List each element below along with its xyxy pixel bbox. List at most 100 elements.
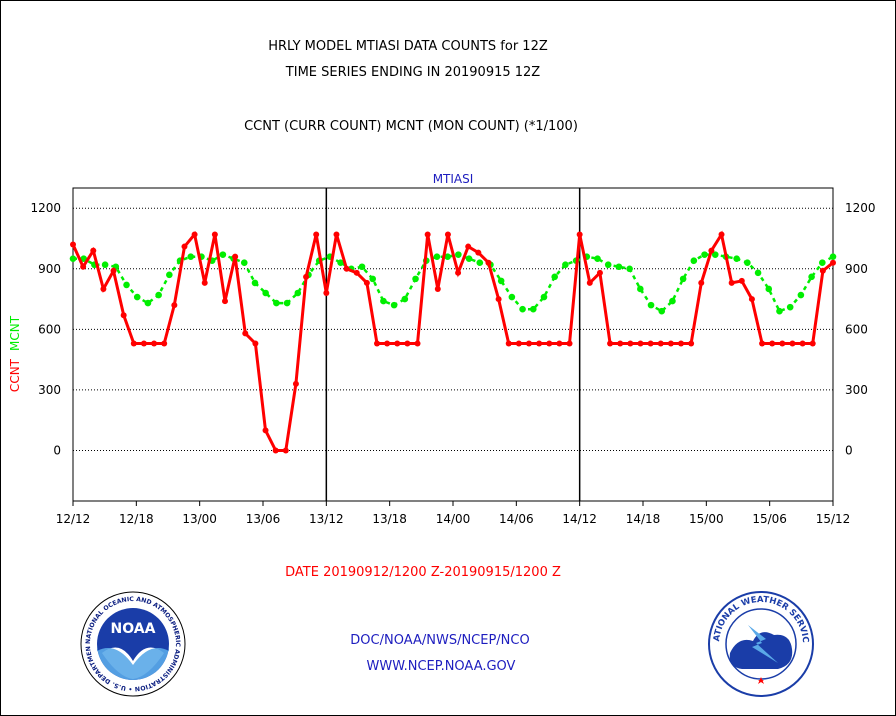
xtick-label: 12/12 bbox=[56, 512, 91, 526]
data-point-ccnt bbox=[323, 290, 330, 297]
data-point-ccnt bbox=[698, 279, 705, 286]
ytick-label-right: 1200 bbox=[845, 201, 876, 215]
data-point-ccnt bbox=[272, 447, 279, 454]
data-point-ccnt bbox=[728, 279, 735, 286]
data-point-ccnt bbox=[140, 340, 147, 347]
ytick-label-right: 600 bbox=[845, 322, 868, 336]
data-point-ccnt bbox=[536, 340, 543, 347]
data-point-ccnt bbox=[394, 340, 401, 347]
data-point-ccnt bbox=[333, 231, 340, 238]
data-point-ccnt bbox=[799, 340, 806, 347]
data-point-mcnt bbox=[401, 295, 409, 303]
data-point-mcnt bbox=[144, 299, 152, 307]
data-point-ccnt bbox=[363, 279, 370, 286]
date-range: DATE 20190912/1200 Z-20190915/1200 Z bbox=[285, 565, 561, 580]
data-point-ccnt bbox=[70, 241, 76, 248]
data-point-mcnt bbox=[444, 253, 451, 260]
xtick-label: 13/06 bbox=[246, 512, 281, 526]
data-point-mcnt bbox=[744, 259, 751, 267]
ylabel: CCNT MCNT bbox=[8, 315, 22, 392]
data-point-mcnt bbox=[369, 275, 377, 283]
data-point-mcnt bbox=[240, 259, 248, 267]
data-point-mcnt bbox=[690, 257, 698, 264]
data-point-mcnt bbox=[551, 273, 558, 281]
noaa-logo: NOAA NATIONAL OCEANIC AND ATMOSPHERIC AD… bbox=[80, 591, 186, 697]
data-point-mcnt bbox=[219, 251, 227, 258]
data-point-ccnt bbox=[789, 340, 796, 347]
data-point-mcnt bbox=[476, 259, 484, 267]
data-point-mcnt bbox=[733, 255, 740, 262]
data-point-mcnt bbox=[754, 269, 762, 277]
xtick-label: 15/06 bbox=[752, 512, 787, 526]
data-point-ccnt bbox=[414, 340, 421, 347]
data-point-ccnt bbox=[80, 263, 87, 270]
data-point-mcnt bbox=[166, 271, 173, 279]
ytick-label-left: 0 bbox=[53, 444, 61, 458]
data-point-ccnt bbox=[434, 285, 441, 292]
data-point-ccnt bbox=[779, 340, 786, 347]
ytick-label-left: 300 bbox=[38, 383, 61, 397]
data-point-mcnt bbox=[412, 275, 419, 283]
data-point-ccnt bbox=[303, 273, 310, 280]
data-point-mcnt bbox=[380, 297, 387, 305]
xtick-label: 14/00 bbox=[436, 512, 471, 526]
data-point-ccnt bbox=[282, 447, 289, 454]
ytick-label-left: 600 bbox=[38, 322, 61, 336]
nws-logo: NATIONAL WEATHER SERVICE bbox=[708, 591, 814, 697]
data-point-ccnt bbox=[515, 340, 522, 347]
url-link[interactable]: WWW.NCEP.NOAA.GOV bbox=[366, 659, 516, 674]
data-point-mcnt bbox=[540, 293, 548, 301]
data-point-ccnt bbox=[657, 340, 664, 347]
ytick-label-left: 900 bbox=[38, 262, 61, 276]
xtick-label: 15/12 bbox=[816, 512, 851, 526]
xtick-label: 13/12 bbox=[309, 512, 344, 526]
xtick-label: 14/06 bbox=[499, 512, 534, 526]
noaa-logo-text: NOAA bbox=[111, 621, 156, 637]
data-point-mcnt bbox=[647, 301, 655, 309]
data-point-ccnt bbox=[252, 340, 259, 347]
data-point-ccnt bbox=[100, 285, 107, 292]
org-link[interactable]: DOC/NOAA/NWS/NCEP/NCO bbox=[350, 633, 530, 648]
data-point-mcnt bbox=[519, 305, 526, 313]
data-point-mcnt bbox=[765, 285, 773, 293]
data-point-mcnt bbox=[776, 307, 783, 315]
data-point-ccnt bbox=[191, 231, 198, 238]
data-point-ccnt bbox=[637, 340, 644, 347]
data-point-mcnt bbox=[69, 255, 77, 262]
series-line-mcnt bbox=[73, 253, 834, 313]
data-point-ccnt bbox=[596, 269, 603, 276]
data-point-mcnt bbox=[615, 263, 623, 271]
data-point-mcnt bbox=[594, 255, 601, 262]
data-point-mcnt bbox=[701, 251, 708, 258]
data-point-mcnt bbox=[562, 261, 569, 269]
data-point-mcnt bbox=[294, 289, 302, 297]
legend-description: CCNT (CURR COUNT) MCNT (MON COUNT) (*1/1… bbox=[244, 119, 578, 134]
data-point-mcnt bbox=[786, 303, 794, 311]
data-point-mcnt bbox=[508, 293, 516, 301]
xtick-label: 13/00 bbox=[182, 512, 217, 526]
data-point-mcnt bbox=[711, 251, 719, 258]
data-point-ccnt bbox=[343, 265, 350, 272]
data-point-ccnt bbox=[353, 269, 360, 276]
ytick-label-right: 900 bbox=[845, 262, 868, 276]
data-point-ccnt bbox=[444, 231, 451, 238]
data-point-ccnt bbox=[292, 380, 299, 387]
data-point-mcnt bbox=[637, 285, 644, 293]
data-point-mcnt bbox=[455, 251, 462, 258]
data-point-ccnt bbox=[809, 340, 816, 347]
data-point-mcnt bbox=[337, 259, 344, 267]
data-point-ccnt bbox=[566, 340, 573, 347]
data-point-mcnt bbox=[283, 299, 291, 307]
data-point-ccnt bbox=[607, 340, 614, 347]
data-point-mcnt bbox=[433, 253, 441, 260]
data-point-mcnt bbox=[390, 301, 398, 309]
data-point-ccnt bbox=[171, 302, 178, 309]
data-point-ccnt bbox=[424, 231, 431, 238]
data-point-ccnt bbox=[384, 340, 391, 347]
data-point-ccnt bbox=[688, 340, 695, 347]
data-point-mcnt bbox=[123, 281, 130, 289]
data-point-ccnt bbox=[718, 231, 725, 238]
data-point-mcnt bbox=[155, 291, 162, 299]
xtick-label: 15/00 bbox=[689, 512, 724, 526]
